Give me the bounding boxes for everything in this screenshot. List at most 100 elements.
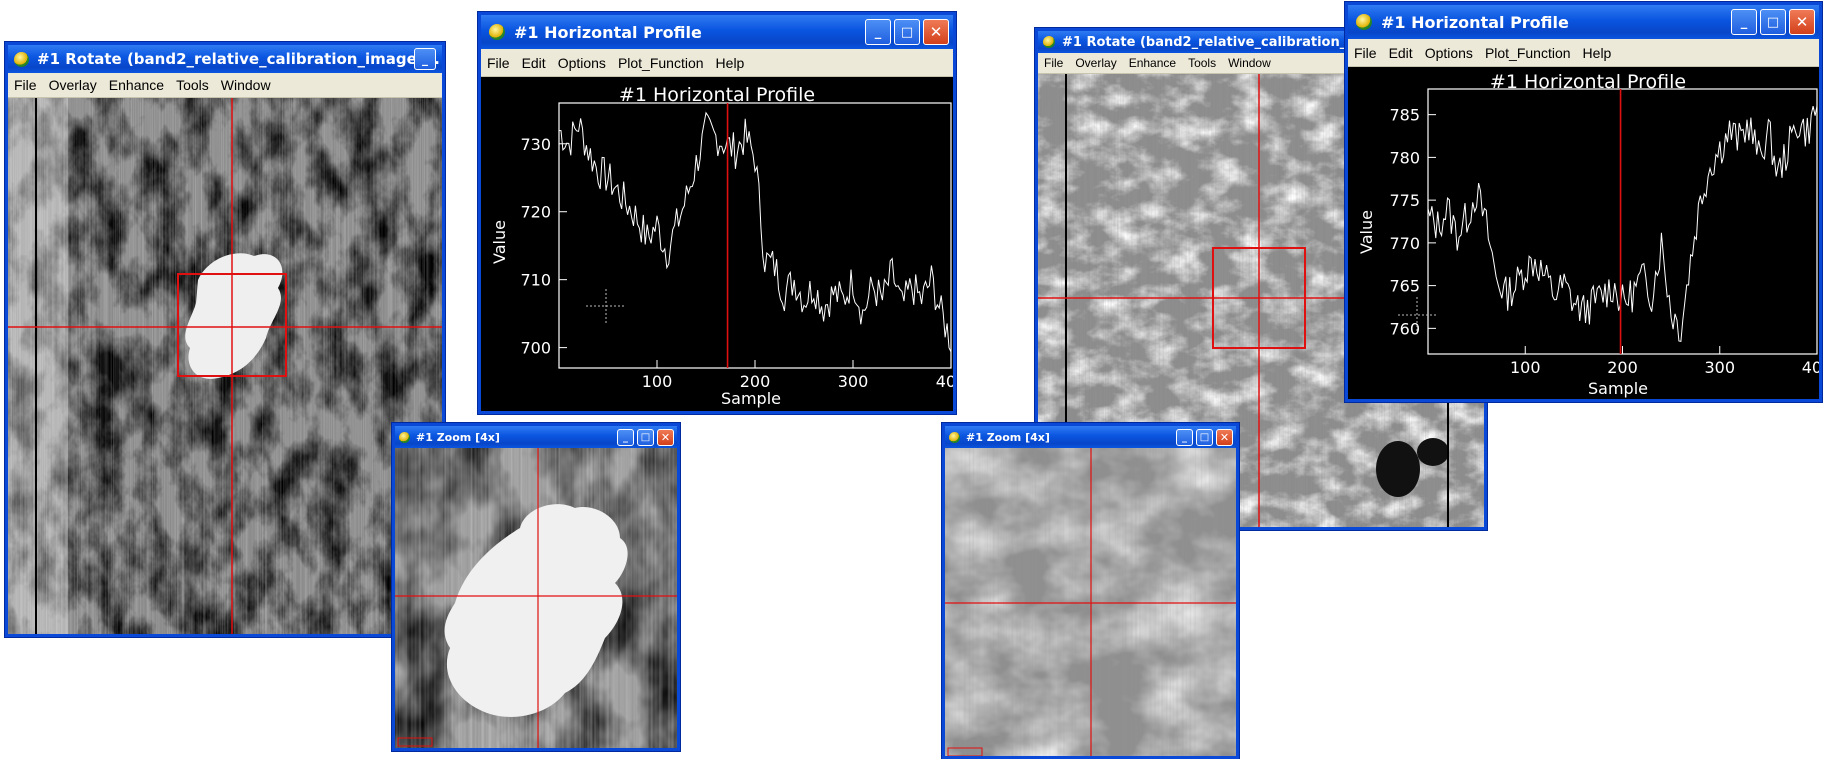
envi-app-icon [489,24,505,40]
image-canvas[interactable] [8,98,442,634]
menu-file[interactable]: File [487,54,510,71]
dark-feature [1376,441,1420,497]
window-title: #1 Horizontal Profile [514,22,702,42]
x-axis-label: Sample [721,389,781,408]
profile-window-left[interactable]: #1 Horizontal Profile _ □ ✕ File Edit Op… [478,12,956,414]
close-button[interactable]: ✕ [923,19,949,45]
profile-line [1427,105,1818,342]
menu-window[interactable]: Window [220,77,271,93]
bright-lake-feature [185,253,283,379]
menu-help[interactable]: Help [715,54,745,71]
y-tick-label: 770 [1389,234,1420,253]
menu-enhance[interactable]: Enhance [108,77,165,93]
menu-options[interactable]: Options [557,54,606,71]
menu-bar: File Overlay Enhance Tools Window [8,73,442,98]
plot-frame [1427,88,1818,355]
x-tick-label: 400 [936,372,953,391]
y-tick-label: 700 [520,339,551,358]
zoom-window-right[interactable]: #1 Zoom [4x] _ □ ✕ [942,423,1239,759]
profile-window-right[interactable]: #1 Horizontal Profile _ □ ✕ File Edit Op… [1345,2,1822,402]
y-tick-label: 780 [1389,148,1420,167]
y-axis-label: Value [490,220,509,264]
menu-enhance[interactable]: Enhance [1128,56,1177,70]
menu-file[interactable]: File [1044,56,1064,70]
menu-edit[interactable]: Edit [1388,44,1413,61]
x-tick-label: 100 [1510,358,1541,377]
menu-plot-function[interactable]: Plot_Function [1484,44,1571,61]
maximize-button[interactable]: □ [1760,9,1786,35]
bright-edge [8,98,68,634]
x-tick-label: 300 [838,372,869,391]
zoom-controls-icon[interactable] [947,747,983,756]
dark-feature [1417,438,1449,466]
menu-options[interactable]: Options [1424,44,1473,61]
y-tick-label: 765 [1389,277,1420,296]
window-title: #1 Rotate (band2_relative_calibration_im [1062,34,1365,50]
zoom-canvas[interactable] [945,448,1236,756]
close-button[interactable]: ✕ [1789,9,1815,35]
x-tick-label: 100 [642,372,673,391]
profile-chart: #1 Horizontal Profile Value Sample 760 76… [1357,71,1819,398]
envi-app-icon [14,51,29,67]
plot-frame [558,102,952,369]
menu-overlay[interactable]: Overlay [1075,56,1117,70]
zoom-controls-icon[interactable] [397,737,433,747]
x-tick-label: 200 [740,372,771,391]
menu-file[interactable]: File [14,77,37,93]
y-tick-label: 775 [1389,191,1420,210]
plot-area[interactable]: #1 Horizontal Profile Value Sample 700 71… [481,77,953,411]
x-tick-label: 300 [1704,358,1735,377]
title-bar[interactable]: #1 Rotate (band2_relative_calibration_im… [8,45,442,73]
menu-bar: File Edit Options Plot_Function Help [481,49,953,77]
plot-area[interactable]: #1 Horizontal Profile Value Sample 760 76… [1348,67,1819,399]
bright-lake-feature [444,504,628,717]
menu-file[interactable]: File [1354,44,1377,61]
rotate-window-left[interactable]: #1 Rotate (band2_relative_calibration_im… [5,42,445,637]
menu-tools[interactable]: Tools [1188,56,1217,70]
minimize-button[interactable]: _ [865,19,891,45]
close-button[interactable]: ✕ [657,428,674,446]
x-axis-label: Sample [1588,379,1648,398]
title-bar[interactable]: #1 Zoom [4x] _ □ ✕ [395,426,677,448]
title-bar[interactable]: #1 Horizontal Profile _ □ ✕ [1348,5,1819,39]
envi-app-icon [1043,36,1055,48]
title-bar[interactable]: #1 Zoom [4x] _ □ ✕ [945,426,1236,448]
y-tick-label: 785 [1389,106,1420,125]
envi-app-icon [399,431,410,443]
chart-title: #1 Horizontal Profile [619,84,815,106]
profile-chart: #1 Horizontal Profile Value Sample 700 71… [490,84,953,408]
window-title: #1 Horizontal Profile [1381,12,1569,32]
y-tick-label: 760 [1389,319,1420,338]
title-bar[interactable]: #1 Horizontal Profile _ □ ✕ [481,15,953,49]
window-title: #1 Zoom [4x] [416,430,500,444]
window-title: #1 Zoom [4x] [966,430,1050,444]
envi-app-icon [949,431,960,443]
zoom-window-left[interactable]: #1 Zoom [4x] _ □ ✕ [392,423,680,751]
y-tick-label: 720 [520,203,551,222]
envi-app-icon [1356,14,1372,30]
minimize-button[interactable]: _ [1176,428,1193,446]
menu-help[interactable]: Help [1582,44,1612,61]
menu-bar: File Edit Options Plot_Function Help [1348,39,1819,67]
x-tick-label: 200 [1607,358,1638,377]
close-button[interactable]: ✕ [1216,428,1233,446]
window-title: #1 Rotate (band2_relative_calibration_im… [37,50,440,68]
profile-line [558,111,952,353]
chart-title: #1 Horizontal Profile [1490,71,1686,93]
maximize-button[interactable]: □ [894,19,920,45]
menu-plot-function[interactable]: Plot_Function [617,54,704,71]
x-tick-label: 400 [1802,358,1819,377]
zoom-canvas[interactable] [395,448,677,748]
minimize-button[interactable]: _ [414,48,436,70]
y-tick-label: 730 [520,135,551,154]
maximize-button[interactable]: □ [1196,428,1213,446]
menu-window[interactable]: Window [1228,56,1271,70]
minimize-button[interactable]: _ [1731,9,1757,35]
menu-edit[interactable]: Edit [521,54,546,71]
minimize-button[interactable]: _ [617,428,634,446]
menu-overlay[interactable]: Overlay [48,77,97,93]
y-tick-label: 710 [520,271,551,290]
y-axis-label: Value [1357,210,1376,254]
maximize-button[interactable]: □ [637,428,654,446]
menu-tools[interactable]: Tools [176,77,209,93]
